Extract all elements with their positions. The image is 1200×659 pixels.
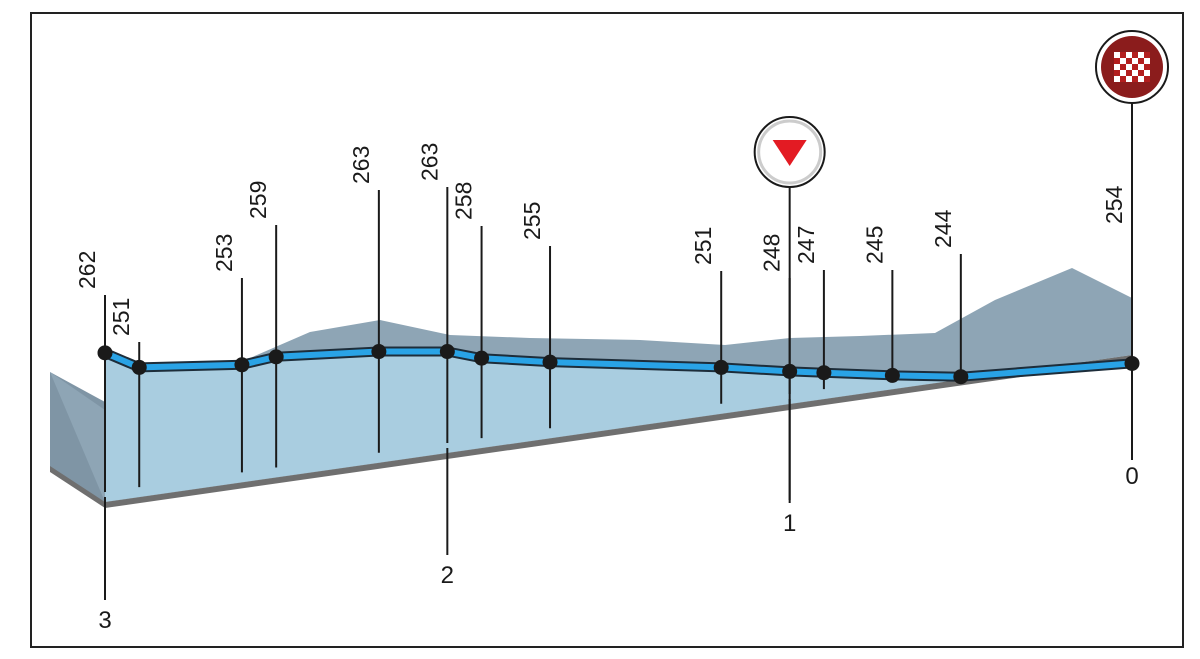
altitude-label: 259 <box>245 181 271 219</box>
checker-square <box>1114 70 1120 76</box>
waypoint-dot <box>884 367 900 383</box>
km-tick-label: 0 <box>1125 463 1138 490</box>
altitude-label: 263 <box>348 146 374 184</box>
stage-markers <box>753 30 1169 500</box>
altitude-label: 251 <box>108 298 134 336</box>
waypoint-dot <box>439 344 455 360</box>
checker-square <box>1114 52 1120 58</box>
checker-square <box>1126 58 1132 64</box>
waypoint-dot <box>542 354 558 370</box>
altitude-label: 258 <box>451 182 477 220</box>
terrain-layer <box>50 268 1132 508</box>
altitude-labels: 262 251 253 259 263 263 258 255 251 248 247 245 244 2… <box>74 143 1127 336</box>
altitude-label: 251 <box>690 227 716 265</box>
profile-front-fill <box>105 351 1132 502</box>
km-tick-label: 1 <box>783 510 796 537</box>
checker-square <box>1114 58 1120 64</box>
checker-square <box>1132 58 1138 64</box>
checkered-flag-icon <box>1114 52 1150 82</box>
altitude-label: 255 <box>519 202 545 240</box>
checker-square <box>1126 70 1132 76</box>
checker-square <box>1138 70 1144 76</box>
altitude-stems <box>104 187 962 492</box>
checker-square <box>1126 52 1132 58</box>
altitude-label: 245 <box>861 226 887 264</box>
checker-square <box>1144 52 1150 58</box>
altitude-label: 247 <box>793 226 819 264</box>
checker-square <box>1120 58 1126 64</box>
chart-frame <box>30 12 1184 648</box>
waypoint-dots <box>97 344 1140 385</box>
waypoint-dot <box>131 359 147 375</box>
waypoint-dot <box>371 344 387 360</box>
waypoint-dot <box>953 369 969 385</box>
checker-square <box>1132 52 1138 58</box>
intermediate-marker-ring <box>757 119 823 185</box>
checker-square <box>1144 76 1150 82</box>
checker-square <box>1138 52 1144 58</box>
altitude-label: 244 <box>930 209 956 248</box>
checker-square <box>1144 58 1150 64</box>
checker-square <box>1132 64 1138 70</box>
waypoint-dot <box>234 357 250 373</box>
waypoint-dot <box>474 350 490 366</box>
checker-square <box>1138 58 1144 64</box>
km-tick-label: 3 <box>98 607 111 634</box>
checker-square <box>1120 64 1126 70</box>
altitude-label: 254 <box>1101 185 1127 224</box>
red-down-triangle-icon <box>772 140 807 166</box>
km-tick-label: 2 <box>441 562 454 589</box>
checker-square <box>1138 76 1144 82</box>
altitude-label: 253 <box>211 234 237 272</box>
altitude-label: 248 <box>759 234 785 272</box>
checker-square <box>1144 70 1150 76</box>
checker-square <box>1120 70 1126 76</box>
waypoint-dot <box>713 359 729 375</box>
waypoint-dot <box>268 349 284 365</box>
km-labels: 3 2 1 0 <box>98 463 1138 634</box>
checker-square <box>1132 76 1138 82</box>
checker-square <box>1120 52 1126 58</box>
checker-square <box>1126 76 1132 82</box>
altitude-label: 262 <box>74 251 100 289</box>
checker-square <box>1144 64 1150 70</box>
checker-square <box>1138 64 1144 70</box>
waypoint-dot <box>816 365 832 381</box>
checker-square <box>1114 76 1120 82</box>
checker-square <box>1114 64 1120 70</box>
altitude-label: 263 <box>416 143 442 181</box>
checker-square <box>1120 76 1126 82</box>
checker-square <box>1126 64 1132 70</box>
checker-square <box>1132 70 1138 76</box>
waypoint-dot <box>97 345 113 361</box>
